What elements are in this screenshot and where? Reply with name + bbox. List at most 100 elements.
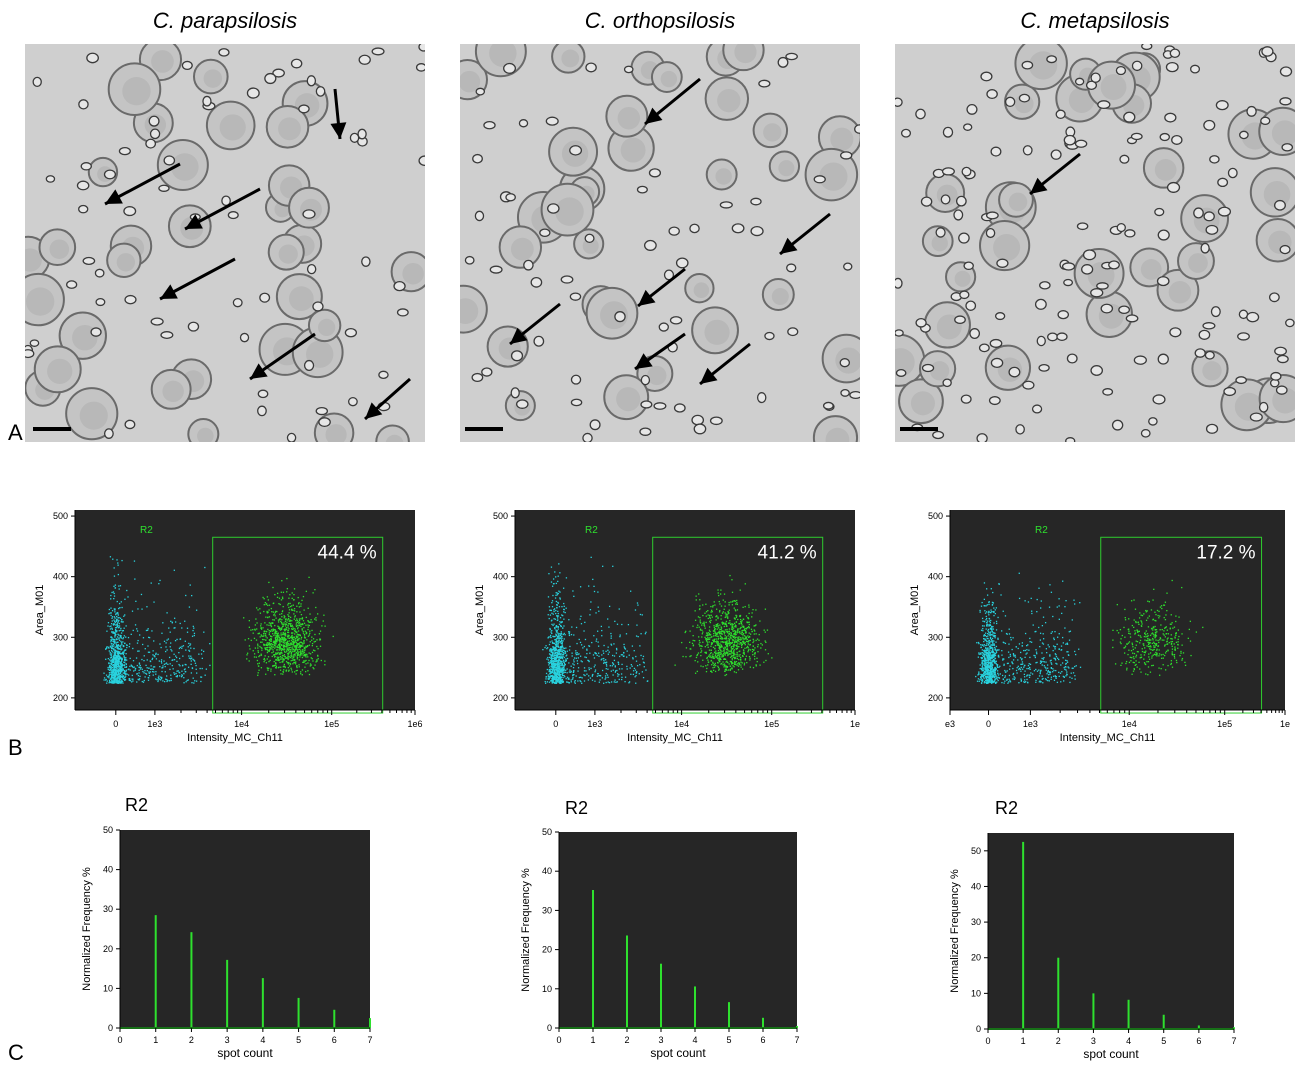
data-point bbox=[125, 669, 128, 671]
data-point bbox=[712, 646, 715, 648]
data-point bbox=[116, 662, 118, 664]
data-point bbox=[148, 672, 150, 674]
gate-percent: 44.4 % bbox=[318, 542, 377, 563]
data-point bbox=[287, 645, 289, 647]
yeast-cell bbox=[118, 146, 131, 156]
data-point bbox=[293, 599, 295, 601]
data-point bbox=[720, 589, 722, 591]
data-point bbox=[595, 640, 597, 642]
data-point bbox=[274, 639, 277, 641]
data-point bbox=[294, 637, 297, 640]
data-point bbox=[559, 598, 561, 600]
yeast-cell bbox=[259, 292, 271, 303]
data-point bbox=[307, 628, 309, 631]
data-point bbox=[560, 634, 562, 637]
data-point bbox=[732, 645, 734, 647]
data-point bbox=[287, 614, 289, 616]
data-point bbox=[733, 600, 736, 602]
data-point bbox=[561, 637, 563, 640]
data-point bbox=[195, 664, 197, 667]
data-point bbox=[303, 661, 305, 664]
data-point bbox=[710, 605, 712, 608]
data-point bbox=[551, 663, 553, 666]
data-point bbox=[286, 643, 289, 645]
data-point bbox=[296, 665, 298, 667]
data-point bbox=[555, 634, 557, 637]
data-point bbox=[720, 618, 722, 620]
yeast-cell bbox=[1031, 404, 1043, 414]
data-point bbox=[760, 642, 762, 645]
data-point bbox=[615, 647, 618, 650]
data-point bbox=[719, 648, 721, 651]
data-point bbox=[283, 665, 285, 667]
yeast-cell bbox=[348, 396, 358, 407]
data-point bbox=[600, 625, 603, 628]
data-point bbox=[733, 654, 735, 656]
data-point bbox=[246, 654, 248, 656]
data-point bbox=[560, 631, 562, 633]
data-point bbox=[552, 648, 554, 651]
data-point bbox=[114, 663, 117, 665]
data-point bbox=[152, 674, 154, 676]
data-point bbox=[610, 637, 612, 639]
data-point bbox=[716, 615, 718, 617]
data-point bbox=[552, 583, 555, 585]
data-point bbox=[273, 634, 275, 637]
data-point bbox=[723, 622, 725, 625]
data-point bbox=[118, 679, 120, 681]
data-point bbox=[303, 622, 306, 624]
data-point bbox=[119, 673, 121, 675]
data-point bbox=[125, 636, 127, 638]
host-cell-nucleus bbox=[993, 234, 1021, 262]
data-point bbox=[740, 639, 742, 641]
data-point bbox=[731, 624, 733, 626]
data-point bbox=[184, 640, 186, 642]
data-point bbox=[252, 629, 254, 631]
data-point bbox=[288, 642, 290, 645]
data-point bbox=[292, 604, 294, 606]
data-point bbox=[722, 661, 724, 663]
data-point bbox=[190, 657, 193, 659]
data-point bbox=[713, 657, 715, 660]
data-point bbox=[580, 680, 582, 683]
data-point bbox=[117, 564, 119, 566]
data-point bbox=[291, 608, 293, 610]
data-point bbox=[755, 624, 757, 626]
data-point bbox=[714, 604, 716, 606]
data-point bbox=[160, 660, 163, 663]
host-cell-nucleus bbox=[460, 70, 481, 93]
data-point bbox=[682, 655, 684, 658]
data-point bbox=[125, 670, 127, 672]
data-point bbox=[725, 637, 727, 639]
data-point bbox=[734, 660, 736, 663]
data-point bbox=[169, 646, 171, 648]
data-point bbox=[1031, 610, 1033, 612]
data-point bbox=[616, 681, 618, 683]
data-point bbox=[744, 605, 746, 608]
data-point bbox=[170, 642, 172, 644]
data-point bbox=[275, 642, 277, 644]
data-point bbox=[285, 644, 287, 646]
data-point bbox=[562, 651, 564, 654]
data-point bbox=[111, 636, 113, 639]
data-point bbox=[989, 623, 991, 626]
data-point bbox=[707, 610, 709, 612]
data-point bbox=[733, 649, 736, 651]
yeast-cell bbox=[756, 392, 767, 404]
data-point bbox=[127, 636, 130, 639]
data-point bbox=[110, 647, 113, 650]
yeast-cell bbox=[474, 210, 485, 222]
data-point bbox=[548, 606, 551, 608]
data-point bbox=[572, 670, 575, 672]
data-point bbox=[290, 643, 292, 645]
data-point bbox=[748, 604, 750, 606]
data-point bbox=[1034, 631, 1036, 633]
data-point bbox=[299, 634, 302, 637]
data-point bbox=[121, 679, 123, 681]
data-point bbox=[120, 670, 122, 672]
data-point bbox=[136, 628, 138, 630]
data-point bbox=[716, 623, 718, 626]
data-point bbox=[724, 635, 726, 637]
data-point bbox=[109, 668, 111, 671]
data-point bbox=[709, 616, 711, 618]
